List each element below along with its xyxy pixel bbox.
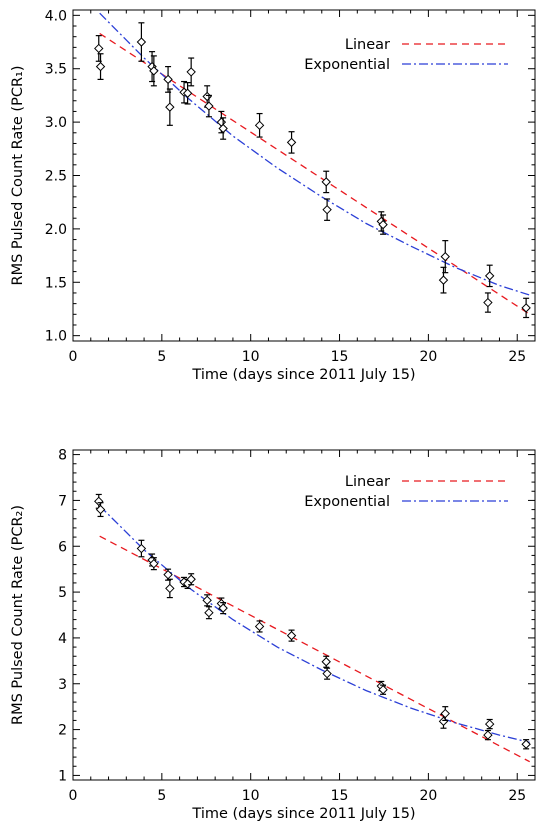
data-point	[149, 558, 159, 569]
data-point	[378, 219, 388, 230]
x-tick-label: 10	[242, 788, 260, 804]
data-point	[218, 603, 228, 613]
data-point	[165, 583, 175, 594]
x-tick-label: 10	[242, 349, 260, 365]
x-tick-label: 5	[157, 349, 166, 365]
y-tick-label: 4.0	[45, 8, 67, 24]
y-tick-label: 1.0	[45, 329, 67, 345]
data-point	[438, 716, 449, 727]
data-point	[165, 102, 175, 112]
data-point	[254, 621, 265, 632]
legend-label: Exponential	[304, 494, 390, 510]
data-point	[254, 120, 265, 131]
data-point	[438, 275, 449, 285]
data-point	[322, 668, 332, 679]
data-point	[322, 204, 332, 215]
chart-panel-pcr2: 0 5 10 15 20 25 1 2 3 4 5 6 7 8 Time (days since 2011 …	[10, 448, 536, 822]
data-point	[484, 719, 495, 729]
data-point	[378, 685, 388, 695]
exponential-fit-line	[99, 505, 530, 744]
data-point	[440, 251, 450, 262]
data-point	[204, 101, 214, 111]
data-point	[95, 61, 106, 72]
y-tick-label: 4	[58, 631, 67, 647]
y-tick-label: 1.5	[45, 275, 67, 291]
data-point	[521, 739, 531, 749]
y-axis-label: RMS Pulsed Count Rate (PCR₂)	[10, 505, 26, 725]
x-tick-label: 0	[69, 349, 78, 365]
data-point	[136, 37, 147, 47]
y-tick-label: 2	[58, 723, 67, 739]
data-point	[94, 496, 104, 507]
data-point	[202, 91, 212, 102]
y-axis-label: RMS Pulsed Count Rate (PCR₁)	[10, 66, 26, 286]
legend-label: Linear	[345, 474, 390, 490]
x-tick-label: 20	[419, 788, 437, 804]
data-point	[204, 608, 214, 618]
data-point	[186, 574, 196, 584]
data-point	[149, 66, 159, 76]
data-point	[202, 595, 212, 606]
data-point	[321, 657, 331, 667]
y-tick-label: 2.5	[45, 169, 67, 185]
x-tick-label: 15	[331, 788, 349, 804]
x-tick-label: 25	[508, 349, 526, 365]
exponential-fit-line	[99, 12, 530, 296]
y-tick-label: 1	[58, 768, 67, 784]
data-point	[182, 88, 193, 98]
y-tick-label: 7	[58, 493, 67, 509]
data-point	[286, 630, 297, 641]
data-point	[440, 708, 450, 719]
x-tick-label: 20	[419, 349, 437, 365]
y-tick-label: 8	[58, 448, 67, 464]
y-tick-label: 3.5	[45, 62, 67, 78]
data-point	[483, 297, 493, 308]
data-point	[218, 123, 228, 134]
y-tick-label: 3.0	[45, 115, 67, 131]
y-tick-label: 3	[58, 677, 67, 693]
data-point	[484, 271, 495, 281]
x-tick-label: 25	[508, 788, 526, 804]
y-tick-label: 6	[58, 539, 67, 555]
data-point	[286, 137, 297, 148]
data-point	[186, 67, 196, 77]
legend-label: Exponential	[304, 57, 390, 73]
data-point	[521, 303, 531, 313]
legend-label: Linear	[345, 37, 390, 53]
data-point	[483, 730, 493, 740]
x-tick-label: 5	[157, 788, 166, 804]
y-tick-label: 2.0	[45, 222, 67, 238]
x-tick-label: 15	[331, 349, 349, 365]
x-tick-label: 0	[69, 788, 78, 804]
data-point	[95, 504, 106, 515]
data-point	[321, 177, 331, 187]
y-tick-label: 5	[58, 585, 67, 601]
x-axis-label: Time (days since 2011 July 15)	[191, 806, 415, 822]
data-point	[163, 74, 173, 85]
linear-fit-line	[99, 535, 531, 763]
data-point	[94, 43, 104, 54]
x-axis-label: Time (days since 2011 July 15)	[191, 367, 415, 383]
chart-panel-pcr1: 0 5 10 15 20 25 1.0 1.5 2.0 2.5 3.0 3.5 4.0 Time (day…	[10, 8, 536, 383]
data-point	[136, 543, 147, 554]
